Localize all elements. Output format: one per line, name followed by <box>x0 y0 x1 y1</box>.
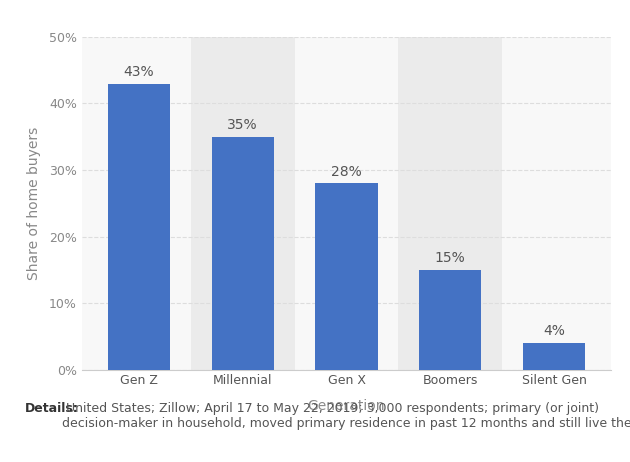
Text: 28%: 28% <box>331 164 362 179</box>
Text: 35%: 35% <box>227 118 258 132</box>
Text: 4%: 4% <box>543 324 565 338</box>
Text: 15%: 15% <box>435 251 466 265</box>
Bar <box>191 37 295 370</box>
Bar <box>108 84 170 370</box>
Y-axis label: Share of home buyers: Share of home buyers <box>26 127 41 280</box>
Text: 43%: 43% <box>123 65 154 79</box>
X-axis label: Generation: Generation <box>307 399 386 413</box>
Bar <box>212 137 274 370</box>
Text: Details:: Details: <box>25 402 79 415</box>
Bar <box>316 183 377 370</box>
Text: United States; Zillow; April 17 to May 22, 2019; 3,000 respondents; primary (or : United States; Zillow; April 17 to May 2… <box>62 402 630 430</box>
Bar <box>419 270 481 370</box>
Bar <box>398 37 502 370</box>
Bar <box>523 343 585 370</box>
